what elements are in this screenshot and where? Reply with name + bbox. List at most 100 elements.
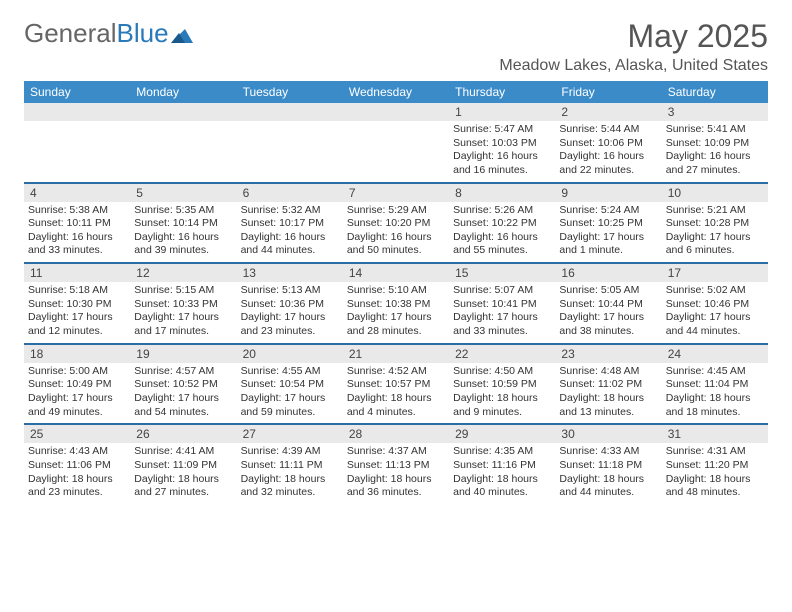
daylight-text: Daylight: 18 hours [453,473,551,487]
sunrise-text: Sunrise: 4:35 AM [453,445,551,459]
week-row: Sunrise: 5:00 AMSunset: 10:49 PMDaylight… [24,363,768,424]
logo-text-general: General [24,18,117,49]
sunrise-text: Sunrise: 5:13 AM [241,284,339,298]
cell-content: Sunrise: 5:15 AMSunset: 10:33 PMDaylight… [134,282,232,339]
calendar-cell: Sunrise: 4:37 AMSunset: 11:13 PMDaylight… [343,443,449,504]
calendar-cell: Sunrise: 5:32 AMSunset: 10:17 PMDaylight… [237,202,343,263]
logo-text-blue: Blue [117,18,169,49]
daynum: 26 [130,425,236,443]
daylight-text: Daylight: 17 hours [559,311,657,325]
daylight-text: and 9 minutes. [453,406,551,420]
sunset-text: Sunset: 11:06 PM [28,459,126,473]
sunrise-text: Sunrise: 5:44 AM [559,123,657,137]
sunrise-text: Sunrise: 5:38 AM [28,204,126,218]
daylight-text: Daylight: 16 hours [241,231,339,245]
daynum: 11 [24,264,130,282]
header: General Blue May 2025 Meadow Lakes, Alas… [24,18,768,75]
daynum: 20 [237,345,343,363]
daynum: 5 [130,184,236,202]
cell-content: Sunrise: 5:02 AMSunset: 10:46 PMDaylight… [666,282,764,339]
daynum-row: 25262728293031 [24,423,768,443]
cell-content: Sunrise: 4:41 AMSunset: 11:09 PMDaylight… [134,443,232,500]
calendar-cell: Sunrise: 5:02 AMSunset: 10:46 PMDaylight… [662,282,768,343]
cell-content: Sunrise: 4:39 AMSunset: 11:11 PMDaylight… [241,443,339,500]
calendar-cell: Sunrise: 5:24 AMSunset: 10:25 PMDaylight… [555,202,661,263]
cell-content: Sunrise: 4:45 AMSunset: 11:04 PMDaylight… [666,363,764,420]
calendar-cell: Sunrise: 4:39 AMSunset: 11:11 PMDaylight… [237,443,343,504]
sunset-text: Sunset: 10:54 PM [241,378,339,392]
daynum: 22 [449,345,555,363]
dow-friday: Friday [555,81,661,103]
cell-content: Sunrise: 4:43 AMSunset: 11:06 PMDaylight… [28,443,126,500]
calendar-cell: Sunrise: 5:44 AMSunset: 10:06 PMDaylight… [555,121,661,182]
week-row: Sunrise: 5:18 AMSunset: 10:30 PM Daylight… [24,282,768,343]
daylight-text: Daylight: 17 hours [666,231,764,245]
sunset-text: Sunset: 11:13 PM [347,459,445,473]
calendar-cell: Sunrise: 4:45 AMSunset: 11:04 PMDaylight… [662,363,768,424]
sunrise-text: Sunrise: 5:15 AM [134,284,232,298]
sunset-text: Sunset: 10:30 PM [28,298,126,312]
dow-monday: Monday [130,81,236,103]
cell-content: Sunrise: 5:18 AMSunset: 10:30 PMDaylight… [28,282,126,339]
calendar-cell: Sunrise: 5:21 AMSunset: 10:28 PMDaylight… [662,202,768,263]
daylight-text: Daylight: 18 hours [28,473,126,487]
cell-content: Sunrise: 4:35 AMSunset: 11:16 PMDaylight… [453,443,551,500]
sunrise-text: Sunrise: 5:05 AM [559,284,657,298]
daylight-text: and 50 minutes. [347,244,445,258]
daynum-row: 18192021222324 [24,343,768,363]
sunrise-text: Sunrise: 4:41 AM [134,445,232,459]
cell-content: Sunrise: 5:05 AMSunset: 10:44 PMDaylight… [559,282,657,339]
cell-content: Sunrise: 5:35 AMSunset: 10:14 PMDaylight… [134,202,232,259]
cell-content: Sunrise: 5:24 AMSunset: 10:25 PMDaylight… [559,202,657,259]
calendar-cell: Sunrise: 4:50 AMSunset: 10:59 PMDaylight… [449,363,555,424]
daylight-text: and 33 minutes. [28,244,126,258]
cell-content: Sunrise: 4:55 AMSunset: 10:54 PMDaylight… [241,363,339,420]
calendar-cell: Sunrise: 5:00 AMSunset: 10:49 PMDaylight… [24,363,130,424]
sunset-text: Sunset: 10:52 PM [134,378,232,392]
sunset-text: Sunset: 10:38 PM [347,298,445,312]
daylight-text: Daylight: 18 hours [453,392,551,406]
daylight-text: Daylight: 17 hours [134,311,232,325]
week-row: Sunrise: 4:43 AMSunset: 11:06 PMDaylight… [24,443,768,504]
daylight-text: Daylight: 16 hours [28,231,126,245]
dow-wednesday: Wednesday [343,81,449,103]
calendar-cell: Sunrise: 4:31 AMSunset: 11:20 PMDaylight… [662,443,768,504]
cell-content: Sunrise: 5:21 AMSunset: 10:28 PMDaylight… [666,202,764,259]
daylight-text: and 6 minutes. [666,244,764,258]
daylight-text: and 4 minutes. [347,406,445,420]
daynum: 10 [662,184,768,202]
daynum: 3 [662,103,768,121]
daylight-text: and 36 minutes. [347,486,445,500]
daylight-text: Daylight: 16 hours [559,150,657,164]
calendar-cell [24,121,130,182]
daylight-text: and 40 minutes. [453,486,551,500]
sunset-text: Sunset: 10:36 PM [241,298,339,312]
daynum: 24 [662,345,768,363]
daylight-text: Daylight: 18 hours [559,473,657,487]
cell-content: Sunrise: 4:50 AMSunset: 10:59 PMDaylight… [453,363,551,420]
sunset-text: Sunset: 10:49 PM [28,378,126,392]
daylight-text: and 48 minutes. [666,486,764,500]
sunrise-text: Sunrise: 5:18 AM [28,284,126,298]
sunset-text: Sunset: 10:46 PM [666,298,764,312]
sunset-text: Sunset: 11:18 PM [559,459,657,473]
sunrise-text: Sunrise: 4:33 AM [559,445,657,459]
calendar-cell: Sunrise: 5:47 AMSunset: 10:03 PMDaylight… [449,121,555,182]
daylight-text: and 12 minutes. [28,325,126,339]
daylight-text: Daylight: 18 hours [347,392,445,406]
calendar-cell: Sunrise: 5:15 AMSunset: 10:33 PMDaylight… [130,282,236,343]
daylight-text: Daylight: 16 hours [134,231,232,245]
sunset-text: Sunset: 10:33 PM [134,298,232,312]
daylight-text: Daylight: 16 hours [453,150,551,164]
sunrise-text: Sunrise: 5:21 AM [666,204,764,218]
calendar-cell [343,121,449,182]
daynum: 29 [449,425,555,443]
cell-content: Sunrise: 4:37 AMSunset: 11:13 PMDaylight… [347,443,445,500]
sunset-text: Sunset: 10:41 PM [453,298,551,312]
daylight-text: and 28 minutes. [347,325,445,339]
calendar-cell: Sunrise: 5:07 AMSunset: 10:41 PMDaylight… [449,282,555,343]
dow-thursday: Thursday [449,81,555,103]
sunrise-text: Sunrise: 5:29 AM [347,204,445,218]
daynum: 14 [343,264,449,282]
daylight-text: Daylight: 17 hours [28,392,126,406]
